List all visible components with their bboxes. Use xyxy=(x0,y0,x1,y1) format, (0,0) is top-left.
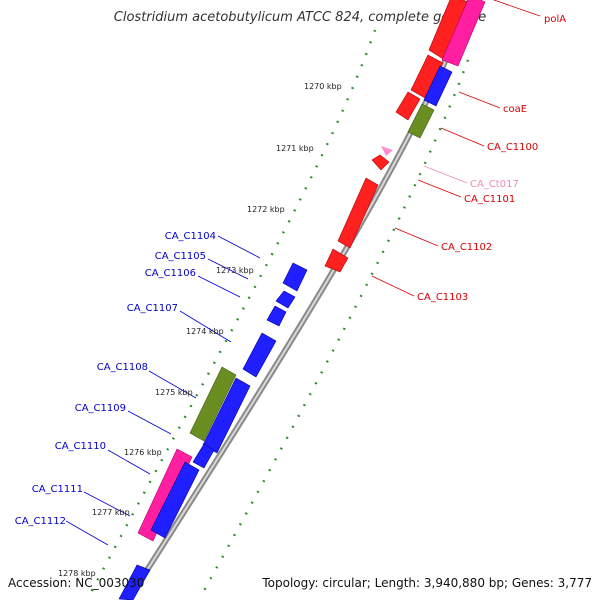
tick-label: 1271 kbp xyxy=(276,144,314,153)
gene-CA_C1107-feature[interactable] xyxy=(242,332,277,378)
gene-CA_C1112-feature[interactable] xyxy=(150,461,200,539)
gene-label-CA_C1104[interactable]: CA_C1104 xyxy=(165,231,216,242)
gene-label-CA_C1109[interactable]: CA_C1109 xyxy=(75,403,126,414)
gene-blue-fwd-feature[interactable] xyxy=(423,65,453,107)
gene-label-CA_C1101[interactable]: CA_C1101 xyxy=(464,194,515,205)
gene-label-CA_Ct017[interactable]: CA_Ct017 xyxy=(470,179,519,190)
gene-CA_C1111-feature[interactable] xyxy=(137,448,193,542)
topology-text: Topology: circular; Length: 3,940,880 bp… xyxy=(262,576,592,590)
tick-label: 1275 kbp xyxy=(155,388,193,397)
tick-label: 1270 kbp xyxy=(304,82,342,91)
gene-CA_C1105-feature[interactable] xyxy=(275,290,296,309)
gene-label-CA_C1105[interactable]: CA_C1105 xyxy=(155,251,206,262)
gene-label-CA_C1108[interactable]: CA_C1108 xyxy=(97,362,148,373)
map-title: Clostridium acetobutylicum ATCC 824, com… xyxy=(113,10,487,25)
gene-label-polA[interactable]: polA xyxy=(544,14,566,25)
gene-label-CA_C1102[interactable]: CA_C1102 xyxy=(441,242,492,253)
tick-label: 1278 kbp xyxy=(58,569,96,578)
tick-label: 1277 kbp xyxy=(92,508,130,517)
gene-label-CA_C1112[interactable]: CA_C1112 xyxy=(15,516,66,527)
gene-CA_C1103-feature[interactable] xyxy=(324,248,349,273)
gene-CA_Ct017-feature[interactable] xyxy=(381,146,393,156)
gene-label-CA_C1107[interactable]: CA_C1107 xyxy=(127,303,178,314)
gene-CA_C1108-feature[interactable] xyxy=(189,366,237,442)
tick-label: 1276 kbp xyxy=(124,448,162,457)
gene-label-CA_C1100[interactable]: CA_C1100 xyxy=(487,142,538,153)
gene-CA_C1110-feature[interactable] xyxy=(192,443,215,469)
gc-track-outer xyxy=(86,29,377,599)
gene-coaE-feature[interactable] xyxy=(410,54,444,99)
gene-CA_C1106-feature[interactable] xyxy=(266,305,287,327)
gc-track-inner xyxy=(198,59,470,599)
gene-green-fwd-feature[interactable] xyxy=(407,103,435,139)
gene-CA_C1101-feature[interactable] xyxy=(371,154,390,171)
accession-text: Accession: NC_003030 xyxy=(8,576,145,590)
gene-label-CA_C1111[interactable]: CA_C1111 xyxy=(32,484,83,495)
gene-CA_C1102-feature[interactable] xyxy=(337,177,379,249)
tick-label: 1272 kbp xyxy=(247,205,285,214)
gene-polA-pink-feature[interactable] xyxy=(441,0,486,67)
gene-label-CA_C1110[interactable]: CA_C1110 xyxy=(55,441,106,452)
tick-label: 1273 kbp xyxy=(216,266,254,275)
gene-label-coaE[interactable]: coaE xyxy=(503,104,527,115)
gene-CA_C1104-feature[interactable] xyxy=(282,262,308,292)
gene-label-CA_C1103[interactable]: CA_C1103 xyxy=(417,292,468,303)
tick-label: 1274 kbp xyxy=(186,327,224,336)
gene-CA_C1100-feature[interactable] xyxy=(395,91,421,121)
gene-label-CA_C1106[interactable]: CA_C1106 xyxy=(145,268,196,279)
